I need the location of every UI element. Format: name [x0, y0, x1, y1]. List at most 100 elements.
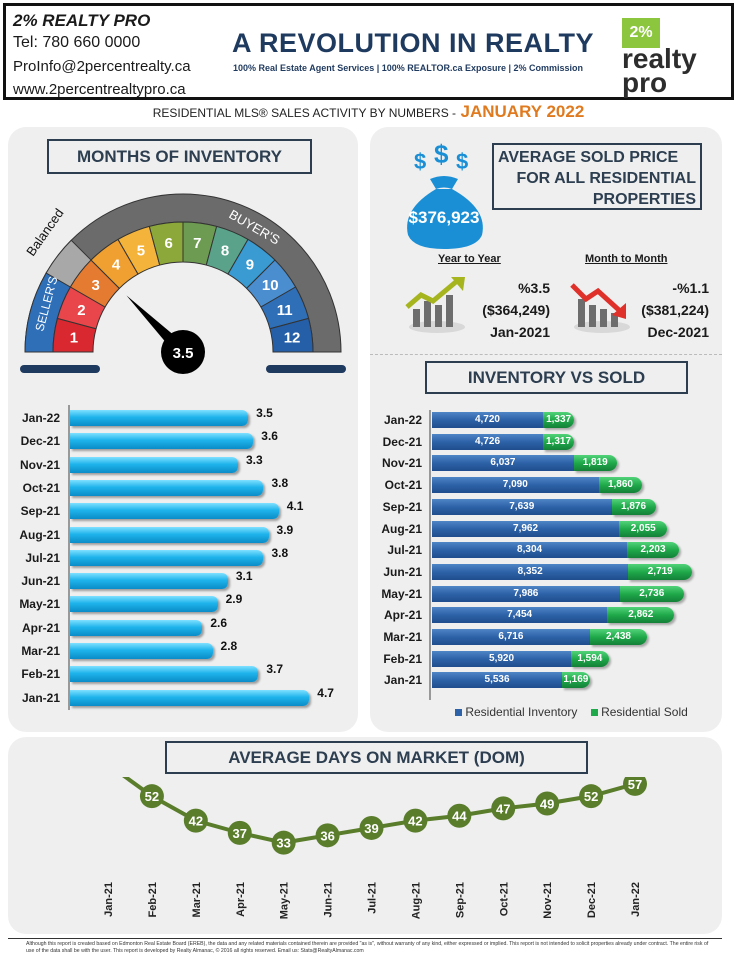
moi-bar — [70, 619, 203, 636]
moi-value-label: 3.9 — [276, 522, 294, 537]
moi-bar — [70, 410, 249, 426]
inventory-bar — [432, 498, 612, 515]
logo-word-pro: pro — [622, 67, 668, 98]
dom-point — [227, 820, 252, 845]
inventory-value-label: 7,639 — [509, 500, 535, 512]
svg-text:$: $ — [456, 149, 468, 174]
legend-swatch-inventory — [455, 709, 462, 716]
legend-label-sold: Residential Sold — [601, 705, 688, 719]
inventory-value-label: 8,352 — [517, 565, 543, 577]
chart-down-icon — [570, 277, 635, 335]
moi-category-label: Sep-21 — [20, 504, 60, 519]
inventory-bar — [432, 412, 543, 428]
money-bag-icon: $ $ $ — [392, 139, 497, 249]
sold-bar — [619, 520, 668, 537]
dom-point — [579, 784, 604, 809]
dom-tick-label: Mar-21 — [191, 882, 203, 917]
moi-category-label: Jan-21 — [21, 690, 60, 705]
dom-point — [447, 803, 472, 828]
ivs-category-label: Jan-22 — [383, 413, 422, 427]
subtitle-label: RESIDENTIAL MLS® SALES ACTIVITY BY NUMBE… — [152, 106, 457, 120]
dom-point — [139, 784, 164, 809]
dom-point — [403, 808, 428, 833]
gauge-tick-label: 9 — [246, 257, 254, 274]
average-price-panel: $ $ $ $376,923 AVERAGE SOLD PRICE FOR AL… — [370, 127, 722, 732]
year-to-year-prev-period: Jan-2021 — [490, 324, 550, 340]
dom-value-label: 44 — [452, 809, 467, 824]
sold-bar — [619, 585, 684, 602]
ivs-category-label: Aug-21 — [381, 521, 422, 536]
gauge-base-right — [266, 365, 346, 373]
inventory-bar — [432, 650, 572, 667]
dom-tick-label: Jan-21 — [103, 882, 115, 917]
headline: A REVOLUTION IN REALTY — [232, 28, 594, 58]
moi-bar — [70, 643, 213, 659]
gauge-tick-label: 2 — [77, 302, 85, 319]
ivs-category-label: Oct-21 — [384, 478, 422, 493]
moi-category-label: Aug-21 — [19, 527, 60, 542]
moi-value-label: 3.8 — [271, 545, 289, 560]
year-to-year-change: %3.5 — [518, 280, 550, 296]
months-of-inventory-chart: Jan-22 3.5 Dec-21 3.6 Nov-21 3.3 Oct-21 3.8 Sep-… — [8, 405, 358, 715]
dom-point — [491, 796, 516, 821]
sold-value-label: 2,438 — [605, 631, 631, 642]
svg-text:$: $ — [414, 149, 426, 174]
inventory-value-label: 6,716 — [498, 631, 524, 642]
moi-value-label: 3.5 — [256, 406, 273, 420]
gauge-base-left — [20, 365, 100, 373]
average-sold-price-title: AVERAGE SOLD PRICE FOR ALL RESIDENTIAL P… — [492, 143, 702, 210]
sold-value-label: 2,736 — [639, 587, 665, 599]
gauge-tick-label: 6 — [164, 235, 172, 252]
sold-bar — [611, 498, 656, 515]
dom-point — [271, 830, 296, 855]
gauge-tick-label: 1 — [70, 330, 78, 347]
dom-value-label: 49 — [540, 797, 554, 812]
inventory-bar — [432, 585, 620, 602]
inventory-value-label: 8,304 — [517, 544, 543, 556]
dom-point — [183, 808, 208, 833]
dom-point — [359, 815, 384, 840]
logo-badge: 2% — [622, 18, 660, 48]
moi-value-label: 3.3 — [246, 452, 263, 467]
moi-value-label: 2.9 — [225, 592, 243, 607]
dom-point — [315, 823, 340, 848]
gauge-tick-label: 11 — [277, 302, 293, 319]
ivs-category-label: Jul-21 — [387, 543, 422, 558]
year-to-year-stats: %3.5 ($364,249) Jan-2021 — [470, 277, 550, 343]
sold-bar — [562, 672, 590, 689]
month-to-month-stats: -%1.1 ($381,224) Dec-2021 — [625, 277, 709, 343]
sold-bar — [627, 542, 679, 559]
gauge-balanced-label: Balanced — [23, 206, 66, 259]
ivs-category-label: Dec-21 — [382, 434, 422, 449]
dom-tick-label: Jun-21 — [323, 882, 335, 917]
dom-point — [623, 777, 647, 796]
inventory-bar — [432, 563, 629, 580]
moi-axis-line — [68, 405, 70, 710]
report-subtitle: RESIDENTIAL MLS® SALES ACTIVITY BY NUMBE… — [0, 102, 737, 122]
dom-tick-label: Nov-21 — [542, 882, 554, 919]
inventory-vs-sold-legend: Residential Inventory Residential Sold — [455, 705, 688, 719]
moi-bar — [70, 526, 269, 543]
email-address: ProInfo@2percentrealty.ca — [13, 58, 191, 75]
moi-bar — [70, 596, 218, 613]
inventory-bar — [432, 672, 563, 689]
year-to-year-label: Year to Year — [438, 253, 501, 265]
moi-category-label: Jul-21 — [25, 550, 60, 565]
inventory-bar — [432, 542, 628, 559]
moi-bar — [70, 573, 228, 590]
dom-point — [535, 791, 560, 816]
ivs-category-label: May-21 — [381, 586, 422, 601]
moi-category-label: Oct-21 — [22, 480, 60, 495]
gauge-tick-label: 12 — [284, 330, 301, 347]
moi-value-label: 3.6 — [261, 429, 278, 444]
inventory-value-label: 7,962 — [513, 522, 539, 534]
gauge-tick-label: 7 — [193, 235, 201, 252]
sold-bar — [628, 563, 693, 580]
inventory-value-label: 5,920 — [489, 652, 515, 664]
months-of-inventory-title: MONTHS OF INVENTORY — [47, 139, 312, 174]
year-to-year-prev-price: ($364,249) — [482, 302, 550, 318]
legend-swatch-sold — [590, 709, 598, 716]
ivs-category-label: Jan-21 — [383, 673, 422, 688]
sold-value-label: 2,203 — [640, 544, 666, 556]
